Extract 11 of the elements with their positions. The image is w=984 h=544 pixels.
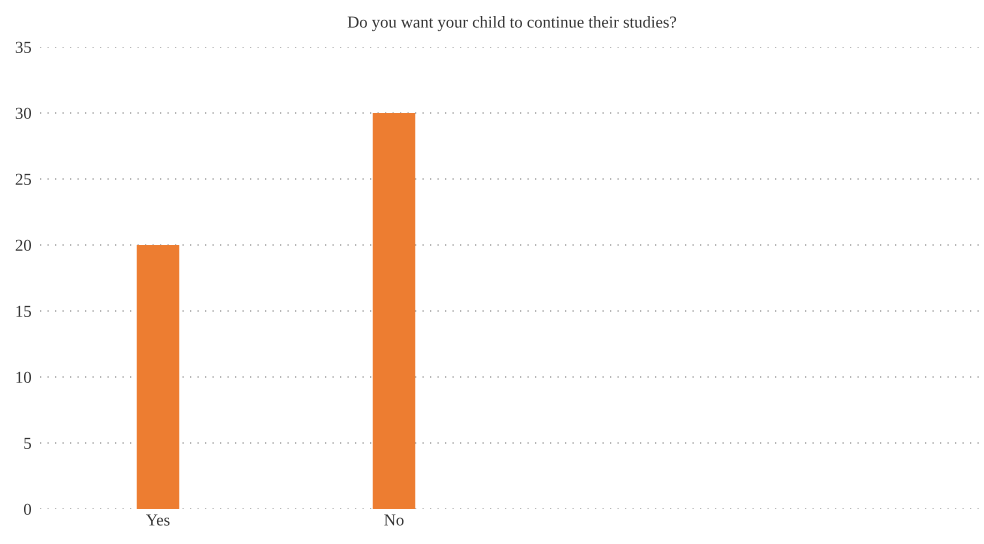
chart-title: Do you want your child to continue their studies? bbox=[348, 16, 676, 32]
x-tick-label: Yes bbox=[146, 514, 170, 526]
y-tick-label: 35 bbox=[16, 42, 32, 53]
y-tick-label: 5 bbox=[24, 438, 32, 449]
y-tick-label: 15 bbox=[16, 306, 32, 317]
y-tick-label: 30 bbox=[16, 108, 32, 119]
y-tick-label: 20 bbox=[16, 240, 32, 251]
x-tick-label: No bbox=[384, 514, 404, 526]
y-tick-label: 0 bbox=[24, 504, 32, 515]
y-tick-label: 25 bbox=[16, 174, 32, 185]
y-tick-label: 10 bbox=[16, 372, 32, 383]
